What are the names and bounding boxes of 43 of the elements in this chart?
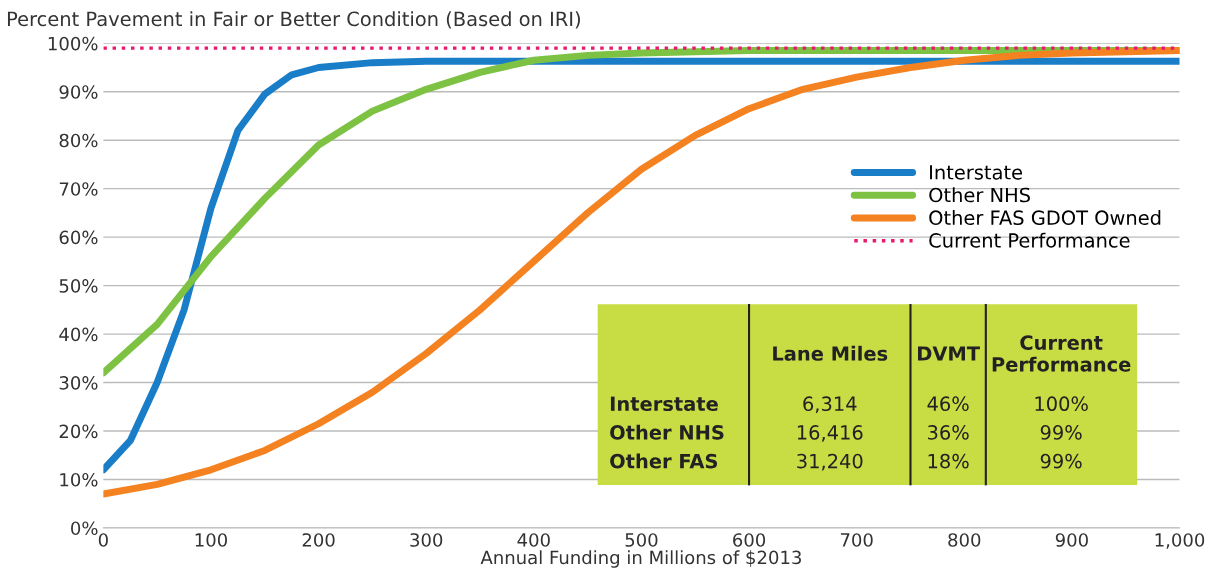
x-tick-label: 1,000	[1155, 533, 1205, 549]
x-tick-label: 0	[98, 533, 108, 547]
y-tick-label: 90%	[59, 85, 98, 99]
x-axis-title: Annual Funding in Millions of $2013	[480, 550, 801, 568]
x-tick-label: 800	[948, 533, 981, 547]
y-tick-label: 0%	[71, 521, 98, 536]
y-tick-label: 100%	[48, 36, 98, 51]
annotation: Other NHS	[610, 424, 724, 440]
annotation: 99%	[1040, 453, 1082, 469]
annotation: Current Performance	[992, 335, 1131, 372]
annotation: Other FAS	[610, 453, 718, 469]
x-tick-label: 100	[195, 533, 228, 547]
x-tick-label: 400	[517, 533, 550, 547]
x-tick-label: 300	[410, 533, 443, 547]
legend-label: Other NHS	[929, 187, 1030, 203]
annotation: 18%	[928, 453, 969, 469]
annotation: 46%	[927, 396, 969, 412]
annotation: Lane Miles	[773, 345, 888, 361]
chart-title: Percent Pavement in Fair or Better Condition (Based on IRI)	[7, 11, 580, 29]
annotation: 6,314	[803, 396, 857, 414]
x-tick-label: 500	[625, 533, 658, 547]
annotation: 16,416	[797, 425, 863, 442]
x-tick-label: 600	[733, 533, 766, 547]
annotation: 100%	[1035, 396, 1088, 412]
x-tick-label: 900	[1055, 533, 1088, 547]
y-tick-label: 60%	[59, 230, 98, 245]
y-tick-label: 40%	[59, 327, 98, 342]
annotation: Interstate	[610, 396, 718, 412]
legend-label: Interstate	[930, 165, 1023, 180]
x-tick-label: 200	[302, 533, 335, 547]
y-tick-label: 10%	[60, 472, 98, 487]
legend-label: Other FAS GDOT Owned	[929, 210, 1161, 226]
y-tick-label: 80%	[59, 133, 98, 148]
annotation: 31,240	[797, 453, 863, 471]
legend-label: Current Performance	[929, 232, 1130, 248]
annotation: 36%	[928, 425, 969, 440]
y-tick-label: 20%	[59, 424, 98, 439]
annotation: DVMT	[918, 346, 980, 361]
y-tick-label: 70%	[59, 182, 98, 196]
x-tick-label: 700	[840, 533, 873, 547]
y-tick-label: 30%	[59, 376, 98, 390]
y-tick-label: 50%	[59, 279, 98, 293]
annotation: 99%	[1040, 425, 1082, 440]
